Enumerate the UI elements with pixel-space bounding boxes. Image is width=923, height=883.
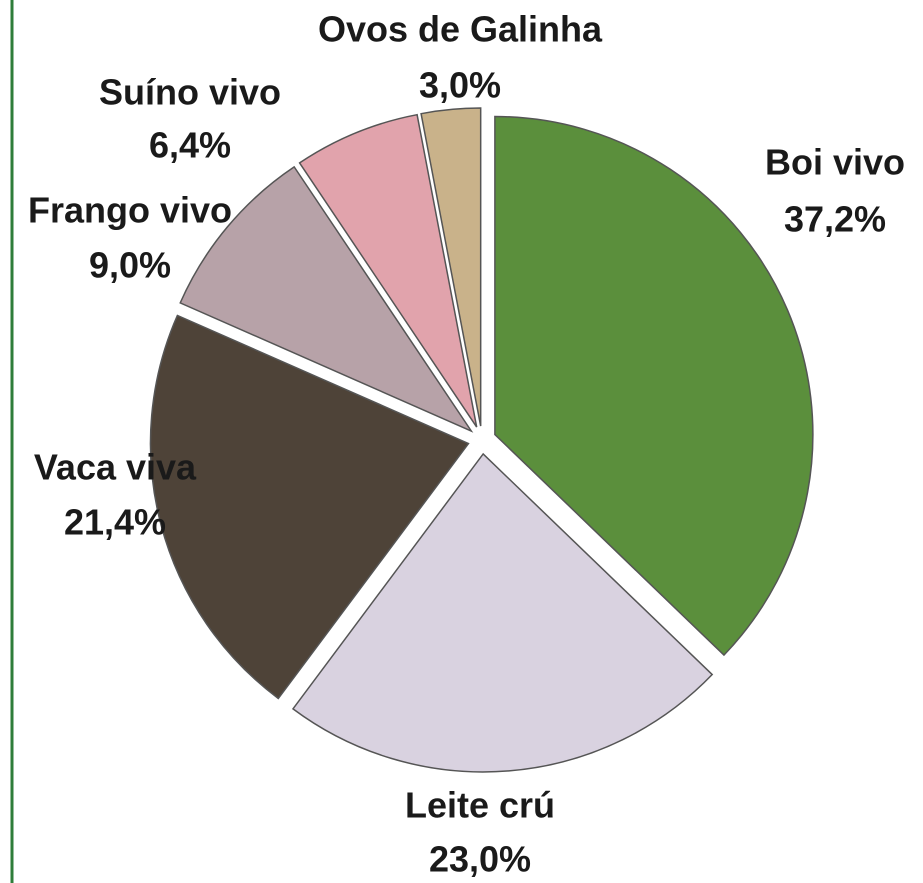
- slice-label: Frango vivo: [28, 190, 232, 231]
- pie-slice: [298, 113, 478, 428]
- slice-label: Leite crú: [405, 785, 555, 826]
- slice-value-label: 23,0%: [429, 839, 531, 880]
- slice-label: Vaca viva: [34, 447, 197, 488]
- pie-slice: [179, 165, 474, 433]
- slice-label: Boi vivo: [765, 142, 905, 183]
- pie-slice: [149, 314, 470, 700]
- pie-slice: [420, 107, 482, 427]
- slice-value-label: 6,4%: [149, 125, 231, 166]
- slice-value-label: 9,0%: [89, 245, 171, 286]
- pie-slice: [494, 115, 814, 657]
- pie-slice: [291, 452, 714, 773]
- slice-value-label: 21,4%: [64, 502, 166, 543]
- slice-label: Ovos de Galinha: [318, 9, 603, 50]
- slice-value-label: 3,0%: [419, 65, 501, 106]
- slice-label: Suíno vivo: [99, 72, 281, 113]
- slice-value-label: 37,2%: [784, 199, 886, 240]
